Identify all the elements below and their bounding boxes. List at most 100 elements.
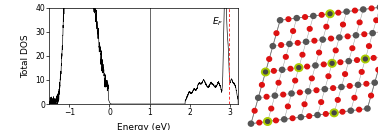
Text: $E_F$: $E_F$ <box>212 15 223 28</box>
Circle shape <box>348 108 353 113</box>
Circle shape <box>345 34 350 39</box>
Circle shape <box>321 62 326 67</box>
Circle shape <box>370 31 375 36</box>
Circle shape <box>326 10 334 18</box>
Circle shape <box>271 69 276 73</box>
Circle shape <box>333 48 338 53</box>
Circle shape <box>274 31 279 35</box>
Circle shape <box>294 16 299 21</box>
Circle shape <box>335 98 340 102</box>
Circle shape <box>365 106 370 111</box>
Y-axis label: Total DOS: Total DOS <box>21 34 29 78</box>
Circle shape <box>248 121 254 126</box>
Circle shape <box>336 10 341 15</box>
Circle shape <box>272 93 277 98</box>
Circle shape <box>361 55 369 63</box>
Circle shape <box>332 111 336 115</box>
Circle shape <box>324 112 328 116</box>
Circle shape <box>307 27 312 31</box>
Circle shape <box>372 80 377 85</box>
Circle shape <box>274 118 278 123</box>
Circle shape <box>276 80 281 85</box>
X-axis label: Energy (eV): Energy (eV) <box>117 123 170 130</box>
Circle shape <box>293 78 297 83</box>
Circle shape <box>339 84 344 90</box>
Circle shape <box>302 102 307 106</box>
Circle shape <box>291 29 296 33</box>
Circle shape <box>350 46 355 50</box>
Circle shape <box>376 67 378 72</box>
Circle shape <box>262 68 270 76</box>
Circle shape <box>307 114 311 118</box>
Circle shape <box>369 6 374 11</box>
Circle shape <box>361 7 366 12</box>
Circle shape <box>357 20 362 25</box>
Circle shape <box>282 117 287 122</box>
Circle shape <box>328 12 332 16</box>
Circle shape <box>303 15 307 19</box>
Circle shape <box>289 91 294 96</box>
Circle shape <box>346 59 352 64</box>
Circle shape <box>371 56 376 60</box>
Circle shape <box>266 120 270 123</box>
Circle shape <box>281 92 286 97</box>
Circle shape <box>295 41 300 45</box>
Circle shape <box>304 39 309 44</box>
Circle shape <box>269 106 274 111</box>
Circle shape <box>264 118 271 125</box>
Circle shape <box>279 67 285 72</box>
Circle shape <box>290 116 295 121</box>
Circle shape <box>355 58 359 62</box>
Circle shape <box>263 70 268 74</box>
Circle shape <box>310 76 314 81</box>
Circle shape <box>317 50 321 55</box>
Circle shape <box>264 95 269 99</box>
Circle shape <box>252 108 257 113</box>
Circle shape <box>270 44 276 49</box>
Circle shape <box>340 109 345 114</box>
Circle shape <box>288 66 293 71</box>
Circle shape <box>324 24 329 29</box>
Circle shape <box>364 82 369 86</box>
Circle shape <box>256 95 261 100</box>
Circle shape <box>353 33 359 38</box>
Circle shape <box>330 109 338 117</box>
Circle shape <box>295 64 303 71</box>
Circle shape <box>277 18 283 23</box>
Circle shape <box>320 37 325 42</box>
Circle shape <box>279 43 284 47</box>
Circle shape <box>367 44 371 48</box>
Circle shape <box>286 17 291 21</box>
Circle shape <box>257 120 262 125</box>
Circle shape <box>314 88 319 93</box>
Circle shape <box>353 8 357 13</box>
Circle shape <box>312 38 317 43</box>
Circle shape <box>313 63 318 68</box>
Circle shape <box>322 87 327 92</box>
Circle shape <box>319 100 324 104</box>
Circle shape <box>347 84 352 88</box>
Circle shape <box>359 70 364 74</box>
Circle shape <box>357 107 361 112</box>
Circle shape <box>300 52 305 57</box>
Circle shape <box>363 57 367 61</box>
Circle shape <box>344 9 349 14</box>
Circle shape <box>297 66 301 70</box>
Circle shape <box>326 74 331 79</box>
Circle shape <box>287 41 292 46</box>
Circle shape <box>328 36 333 41</box>
Circle shape <box>311 13 316 18</box>
Circle shape <box>284 55 288 59</box>
Circle shape <box>267 57 271 61</box>
Circle shape <box>297 90 302 95</box>
Circle shape <box>305 89 311 94</box>
Circle shape <box>377 5 378 10</box>
Circle shape <box>315 112 320 118</box>
Circle shape <box>298 115 304 120</box>
Circle shape <box>369 93 373 98</box>
Circle shape <box>362 32 367 37</box>
Circle shape <box>352 96 357 100</box>
Circle shape <box>341 22 345 27</box>
Circle shape <box>328 60 336 67</box>
Circle shape <box>331 86 336 90</box>
